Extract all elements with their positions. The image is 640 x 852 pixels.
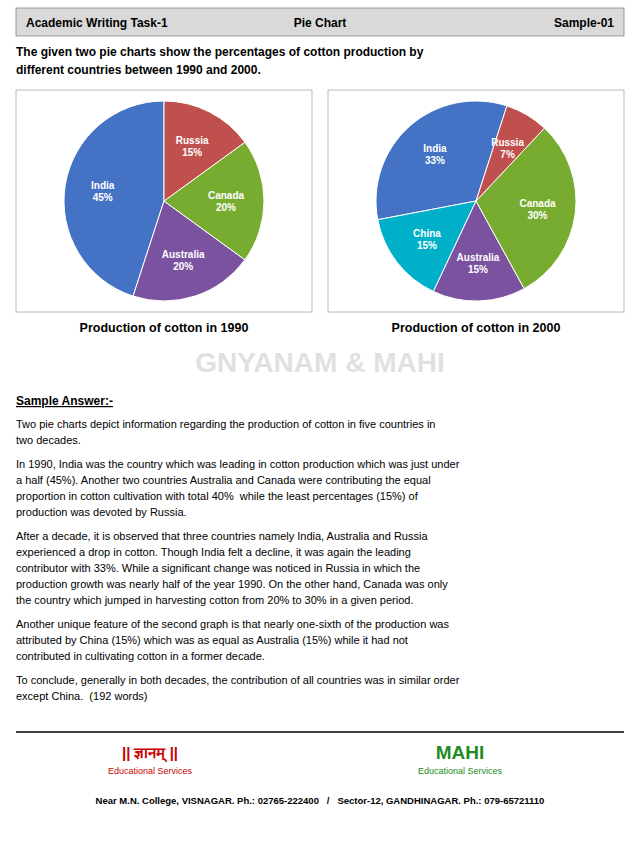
data-label: 15% [417,240,437,251]
page: {"header_left": "Academic Writing Task-1… [0,0,640,852]
slice-label: Russia [176,135,209,146]
chart-box [16,90,312,312]
slice-label: China [413,228,441,239]
data-label: 33% [425,155,445,166]
text-line: production growth was nearly half of the… [16,578,448,590]
text-line: In 1990, India was the country which was… [16,458,460,470]
page-canvas: Academic Writing Task-1 Pie Chart Sample-0… [0,0,640,852]
slice-label: Canada [519,198,556,209]
footer-address: Near M.N. College, VISNAGAR. Ph.: 02765-… [96,795,545,806]
text-line: Another unique feature of the second gra… [16,618,449,630]
body-paragraph: In 1990, India was the country which was… [16,458,460,518]
text-line: proportion in cotton cultivation with to… [16,490,419,502]
header-bar [16,8,624,36]
background [0,0,640,852]
header-right: Sample-01 [554,16,614,30]
pie-chart: India33%China15%Australia15%Canada30%Rus… [328,90,624,312]
footer-rule [16,731,624,733]
footer-logo-right: MAHI [436,742,485,763]
footer-tagline: Educational Services [108,766,193,776]
text-line: two decades. [16,434,81,446]
slice-label: Australia [457,252,500,263]
text-line: attributed by China (15%) which was as e… [16,634,408,646]
text-line: production was devoted by Russia. [16,506,187,518]
chart-title: Production of cotton in 2000 [392,321,561,335]
slice-label: Russia [491,137,524,148]
pie-slice [164,101,245,201]
data-label: 30% [528,210,548,221]
data-label: 45% [93,192,113,203]
body-paragraph: Two pie charts depict information regard… [16,418,435,446]
slice-label: Australia [162,249,205,260]
text-line: Two pie charts depict information regard… [16,418,435,430]
text-line: except China. (192 words) [16,690,147,702]
slice-label: India [423,143,447,154]
data-label: 15% [182,147,202,158]
text-line: The given two pie charts show the percen… [16,45,424,59]
text-line: experienced a drop in cotton. Though Ind… [16,546,411,558]
data-label: 15% [468,264,488,275]
header-center: Pie Chart [294,16,347,30]
pie-slice [476,106,544,201]
body-paragraph: After a decade, it is observed that thre… [16,530,448,606]
slice-label: India [91,180,115,191]
chart-box [328,90,624,312]
text-line: the country which jumped in harvesting c… [16,594,413,606]
sample-answer-title: Sample Answer:- [16,394,113,408]
chart-title: Production of cotton in 1990 [80,321,249,335]
header-left: Academic Writing Task-1 [26,16,168,30]
pie-chart: India45%Australia20%Canada20%Russia15% [16,90,312,312]
footer-logo-left: || ज्ञानम् || [122,744,178,763]
pie-slice [476,128,576,289]
data-label: 20% [173,261,193,272]
text-line: a half (45%). Another two countries Aust… [16,474,431,486]
data-label: 7% [500,149,515,160]
footer-tagline: Educational Services [418,766,503,776]
text-line: After a decade, it is observed that thre… [16,530,428,542]
body-paragraph: To conclude, generally in both decades, … [16,674,460,702]
text-line: different countries between 1990 and 200… [16,63,261,77]
data-label: 20% [216,202,236,213]
watermark: GNYANAM & MAHI [195,347,444,378]
body-paragraph: Another unique feature of the second gra… [16,618,449,662]
slice-label: Canada [208,190,245,201]
intro-text: The given two pie charts show the percen… [16,45,424,77]
text-line: To conclude, generally in both decades, … [16,674,460,686]
text-line: contributed in cultivating cotton in a f… [16,650,265,662]
text-line: contributor with 33%. While a significan… [16,562,420,574]
